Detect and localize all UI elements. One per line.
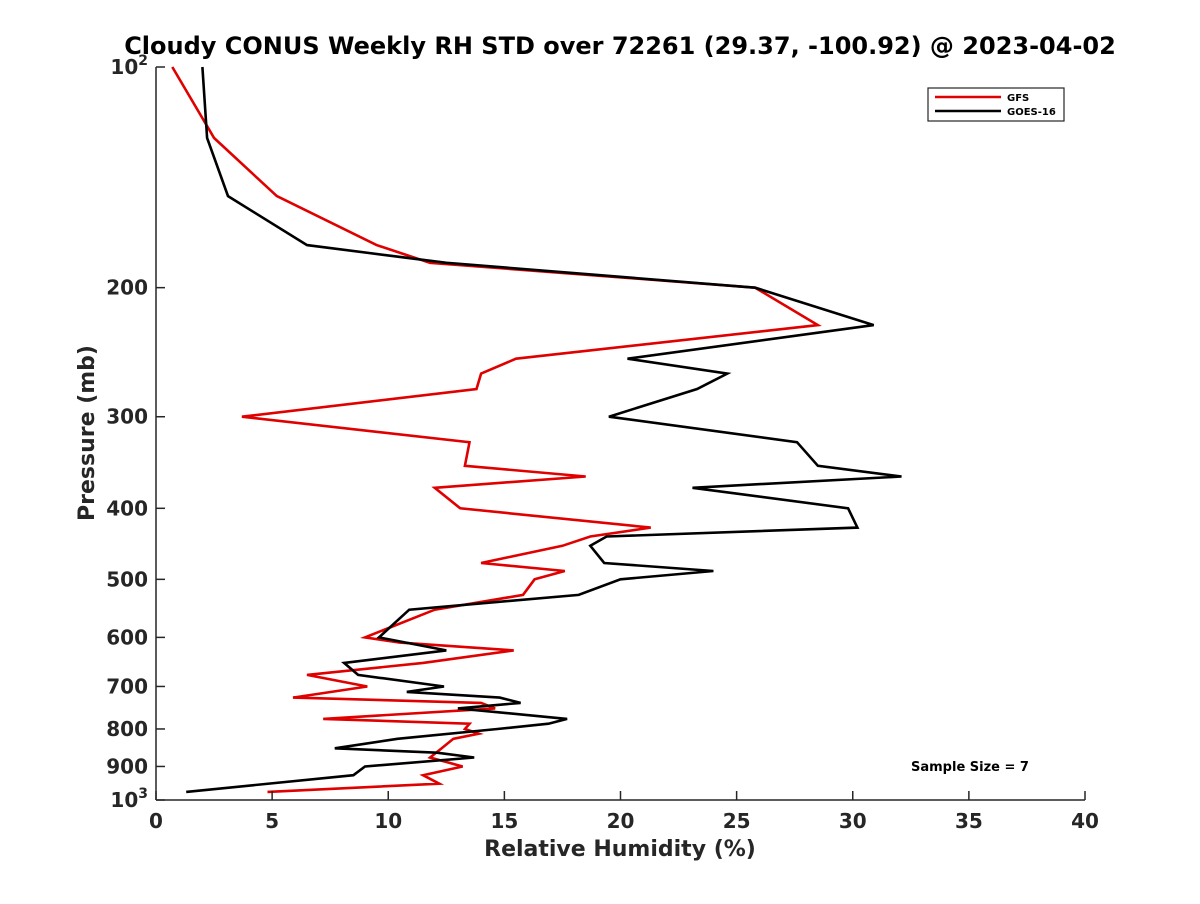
x-tick-label: 20: [607, 809, 635, 833]
x-tick-label: 5: [265, 809, 279, 833]
y-tick-label: 700: [106, 674, 148, 698]
y-tick-label: 800: [106, 717, 148, 741]
x-tick-label: 10: [374, 809, 402, 833]
x-tick-label: 15: [490, 809, 518, 833]
legend: GFS GOES-16: [927, 87, 1065, 122]
y-tick-label: 200: [106, 276, 148, 300]
x-axis-label: Relative Humidity (%): [484, 837, 756, 862]
y-tick-label: 600: [106, 625, 148, 649]
legend-label-gfs: GFS: [1007, 93, 1029, 104]
y-tick-label: 500: [106, 567, 148, 591]
legend-label-goes16: GOES-16: [1007, 107, 1056, 118]
x-tick-label: 35: [955, 809, 983, 833]
series-line-goes16: [186, 66, 902, 794]
y-tick-label: 400: [106, 496, 148, 520]
x-tick-label: 30: [839, 809, 867, 833]
axes-layer: 0 5 10 15 20 25 30 35 40 102 200 300 400 500 600 700 800…: [106, 53, 1099, 833]
y-tick-label: 900: [106, 754, 148, 778]
y-tick-label: 103: [110, 786, 148, 812]
x-tick-label: 25: [723, 809, 751, 833]
chart-title: Cloudy CONUS Weekly RH STD over 72261 (2…: [124, 32, 1116, 60]
x-tick-label: 40: [1071, 809, 1099, 833]
series-layer: [171, 66, 902, 794]
legend-box: [927, 87, 1065, 122]
x-tick-label: 0: [149, 809, 163, 833]
y-tick-label: 102: [110, 53, 148, 79]
sample-size-annotation: Sample Size = 7: [911, 760, 1029, 775]
series-line-gfs: [171, 66, 822, 794]
y-tick-label: 300: [106, 405, 148, 429]
y-axis-label: Pressure (mb): [75, 345, 100, 521]
